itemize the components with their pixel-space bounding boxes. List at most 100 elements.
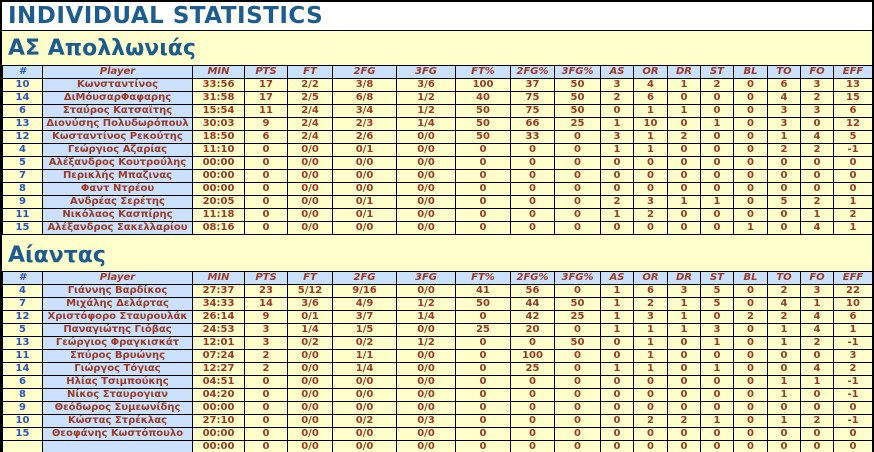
stat-to: 1	[767, 336, 801, 350]
player-name	[42, 440, 193, 452]
stat-2fg-pct: 56	[510, 284, 555, 298]
player-number: 11	[2, 208, 43, 222]
stat-to: 0	[767, 349, 801, 363]
column-header-ft-pct: FT%	[455, 271, 511, 285]
stat-or: 1	[633, 130, 668, 144]
column-header-to: TO	[767, 65, 801, 79]
stat-min: 07:24	[192, 349, 245, 363]
stat-min: 27:10	[192, 414, 245, 428]
stat-dr: 1	[667, 104, 701, 118]
player-row: 11 Σπύρος Βρυώνης 07:24 2 0/0 1/1 0/0 0 100 0 0 1 0 0…	[2, 349, 872, 363]
stat-min: 30:03	[192, 117, 245, 131]
stat-bl: 0	[733, 78, 768, 92]
player-row: 11 Νικόλαος Κασπίρης 11:18 0 0/0 0/1 0/0 0 0 0 1 2 0…	[2, 208, 872, 222]
stat-ft-pct: 0	[455, 169, 511, 183]
stat-pts: 2	[244, 349, 288, 363]
player-number: 8	[2, 182, 43, 196]
stat-st: 1	[700, 195, 734, 209]
player-row: 7 Μιχάλης Δελάρτας 34:33 14 3/6 4/9 1/2 50 44 50 1…	[2, 297, 872, 311]
stat-pts: 3	[244, 336, 288, 350]
stat-st: 1	[700, 336, 734, 350]
stat-to: 6	[767, 78, 801, 92]
player-number: 9	[2, 195, 43, 209]
player-number: 6	[2, 104, 43, 118]
stat-to: 2	[767, 310, 801, 324]
stat-3fg-pct: 0	[554, 195, 601, 209]
stat-st: 0	[700, 182, 734, 196]
stat-ft-pct: 0	[455, 349, 511, 363]
stat-as: 3	[600, 78, 634, 92]
player-number: 10	[2, 414, 43, 428]
header-row: # Player MIN PTS FT 2FG 3FG FT% 2FG% 3FG% AS OR DR ST…	[2, 271, 872, 285]
stat-pts: 3	[244, 323, 288, 337]
stat-eff: 12	[833, 117, 872, 131]
stat-ft: 0/0	[287, 156, 333, 170]
stat-as: 0	[600, 221, 634, 235]
stat-fo: 1	[800, 297, 834, 311]
stat-2fg-pct: 42	[510, 310, 555, 324]
column-header-2fg-pct: 2FG%	[510, 271, 555, 285]
stat-fo: 4	[800, 323, 834, 337]
stat-dr: 2	[667, 414, 701, 428]
stat-3fg-pct: 0	[554, 388, 601, 402]
column-header-bl: BL	[733, 65, 768, 79]
stat-or: 1	[633, 362, 668, 376]
stat-ft: 1/4	[287, 323, 333, 337]
stat-bl: 0	[733, 104, 768, 118]
stat-dr: 0	[667, 375, 701, 389]
stat-eff: 1	[833, 221, 872, 235]
stat-bl: 0	[733, 182, 768, 196]
stat-bl: 2	[733, 310, 768, 324]
stat-min: 04:51	[192, 375, 245, 389]
stat-as: 0	[600, 388, 634, 402]
player-row: 6 Ηλίας Τσιμπούκης 04:51 0 0/0 0/0 0/0 0 0 0 0 0 0 0 0…	[2, 375, 872, 389]
stat-min: 18:50	[192, 130, 245, 144]
stat-st: 0	[700, 440, 734, 452]
stat-dr: 3	[667, 284, 701, 298]
stat-eff: 10	[833, 297, 872, 311]
stat-3fg-pct: 0	[554, 362, 601, 376]
player-number: 12	[2, 310, 43, 324]
stat-3fg-pct: 25	[554, 117, 601, 131]
stat-ft-pct: 0	[455, 182, 511, 196]
player-name: Κώστας Στρέκλας	[42, 414, 193, 428]
player-name: Θεόδωρος Συμεωνίδης	[42, 401, 193, 415]
stat-3fg: 0/0	[396, 362, 456, 376]
stat-to: 1	[767, 414, 801, 428]
stat-pts: 0	[244, 195, 288, 209]
stat-ft-pct: 0	[455, 388, 511, 402]
player-number: 9	[2, 401, 43, 415]
stat-2fg-pct: 0	[510, 156, 555, 170]
player-name: Γιάννης Βαρδίκος	[42, 284, 193, 298]
stat-2fg-pct: 0	[510, 169, 555, 183]
stat-ft-pct: 0	[455, 221, 511, 235]
stat-ft: 0/0	[287, 414, 333, 428]
column-header-ft: FT	[287, 271, 333, 285]
stat-eff: 3	[833, 349, 872, 363]
stat-min: 12:01	[192, 336, 245, 350]
player-name: Σταύρος Κατσαΐτης	[42, 104, 193, 118]
stat-ft-pct: 0	[455, 336, 511, 350]
stat-3fg-pct: 0	[554, 401, 601, 415]
stat-pts: 0	[244, 221, 288, 235]
column-header-2fg: 2FG	[332, 65, 397, 79]
stat-dr: 1	[667, 323, 701, 337]
stat-dr: 0	[667, 440, 701, 452]
stat-bl: 0	[733, 130, 768, 144]
stat-bl: 0	[733, 440, 768, 452]
stat-min: 12:27	[192, 362, 245, 376]
stat-ft: 0/0	[287, 143, 333, 157]
stat-or: 1	[633, 349, 668, 363]
player-number: 7	[2, 297, 43, 311]
stat-3fg: 0/0	[396, 349, 456, 363]
stat-dr: 0	[667, 91, 701, 105]
stat-dr: 0	[667, 349, 701, 363]
stat-st: 0	[700, 221, 734, 235]
stat-st: 5	[700, 284, 734, 298]
stat-2fg: 0/1	[332, 208, 397, 222]
stat-bl: 0	[733, 349, 768, 363]
stat-2fg-pct: 75	[510, 104, 555, 118]
stat-2fg-pct: 0	[510, 388, 555, 402]
player-name: Φαντ Ντρέου	[42, 182, 193, 196]
stat-pts: 0	[244, 388, 288, 402]
